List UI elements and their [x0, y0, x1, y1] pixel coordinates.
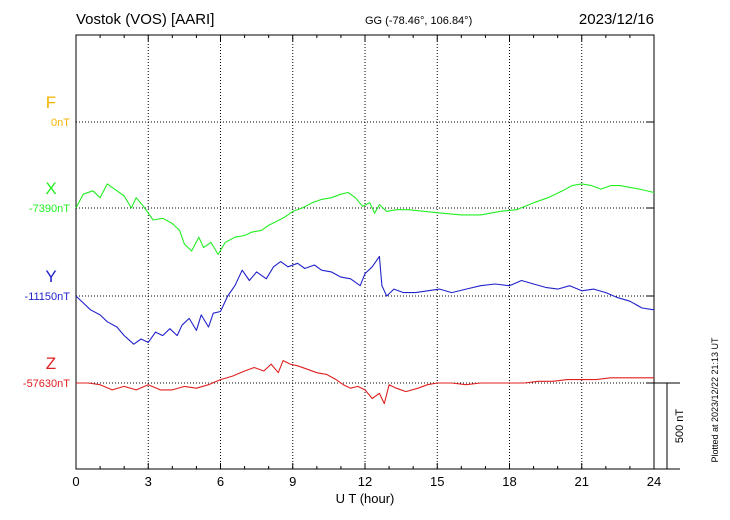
series-line-x	[75, 183, 655, 255]
baseline-label-y: -11150nT	[25, 291, 71, 303]
x-tick-label: 12	[358, 474, 372, 489]
plotted-at-note: Plotted at 2023/12/22 21:13 UT	[710, 337, 720, 463]
baseline-label-f: 0nT	[51, 117, 70, 129]
series-labels: F 0nT X -7390nT Y -11150nT Z -57630nT	[23, 93, 70, 390]
x-tick-label: 0	[72, 474, 79, 489]
x-tick-label: 3	[145, 474, 152, 489]
series-name-f: F	[46, 93, 56, 112]
scale-bar-label: 500 nT	[674, 409, 686, 444]
x-ticks: 0 3 6 9 12 15 18 21 24	[72, 35, 661, 489]
series-line-z	[76, 360, 654, 405]
x-tick-label: 9	[289, 474, 296, 489]
x-axis-label: U T (hour)	[336, 491, 395, 506]
series-name-z: Z	[46, 354, 56, 373]
x-tick-label: 21	[575, 474, 589, 489]
series-name-x: X	[45, 179, 56, 198]
x-tick-label: 15	[430, 474, 444, 489]
plot-date: 2023/12/16	[579, 11, 654, 28]
station-title: Vostok (VOS) [AARI]	[76, 11, 214, 28]
baseline-label-z: -57630nT	[23, 378, 70, 390]
baseline-label-x: -7390nT	[29, 203, 70, 215]
series-layer	[75, 183, 655, 405]
x-tick-label: 6	[217, 474, 224, 489]
station-coords: GG (-78.46°, 106.84°)	[365, 15, 472, 27]
series-name-y: Y	[45, 267, 56, 286]
gridlines	[76, 35, 654, 469]
x-tick-label: 18	[502, 474, 516, 489]
scale-bar: 500 nT	[654, 382, 686, 470]
x-tick-label: 24	[647, 474, 661, 489]
series-line-y	[75, 255, 655, 345]
